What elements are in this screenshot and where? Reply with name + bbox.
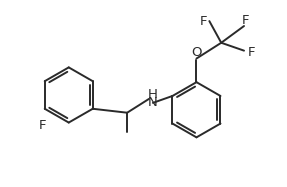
Text: H: H <box>148 88 158 102</box>
Text: O: O <box>191 46 202 59</box>
Text: F: F <box>39 119 46 132</box>
Text: F: F <box>242 14 250 27</box>
Text: F: F <box>248 46 256 59</box>
Text: N: N <box>148 96 158 109</box>
Text: F: F <box>200 15 207 28</box>
